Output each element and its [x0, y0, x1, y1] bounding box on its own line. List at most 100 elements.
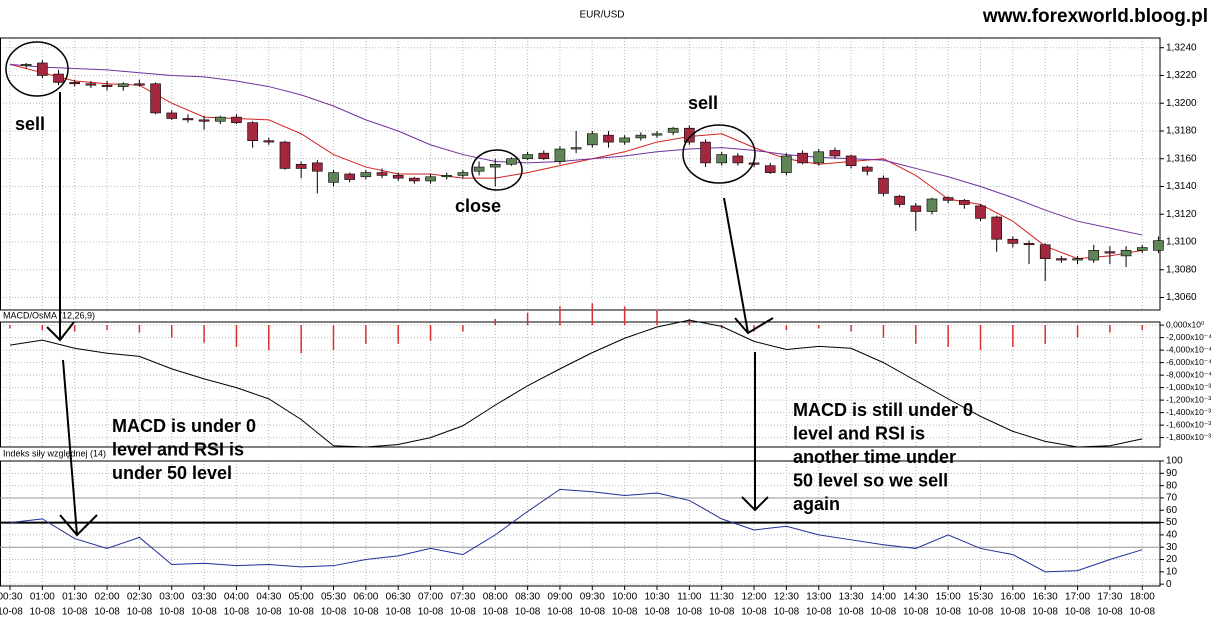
arrow — [62, 359, 78, 536]
x-tick-label: 02:30 — [127, 592, 152, 603]
x-tick-date: 10-08 — [385, 607, 411, 618]
x-tick-date: 10-08 — [709, 607, 735, 618]
x-tick-label: 05:30 — [321, 592, 346, 603]
candle-body — [732, 155, 744, 164]
annotation-text: 50 level so we sell — [793, 470, 948, 490]
y-tick-label: -1,000x10⁻³ — [1166, 382, 1211, 392]
candle-body — [878, 177, 889, 194]
x-tick-date: 10-08 — [482, 607, 508, 618]
candle-body — [861, 166, 873, 172]
y-tick-label: 20 — [1166, 554, 1178, 565]
histogram-bar — [397, 325, 399, 344]
annotation-text: another time under — [793, 447, 956, 467]
highlight-circle — [471, 149, 523, 191]
annotation-text: sell — [15, 114, 45, 134]
y-tick-label: -1,200x10⁻³ — [1166, 394, 1211, 404]
x-tick-date: 10-08 — [1000, 607, 1026, 618]
histogram-bar — [979, 325, 982, 351]
y-tick-label: 90 — [1166, 468, 1178, 479]
histogram-bar — [138, 325, 141, 333]
x-tick-label: 02:00 — [95, 592, 120, 603]
y-tick-label: -6,000x10⁻⁴ — [1166, 357, 1212, 367]
candle-body — [959, 200, 970, 205]
candle-body — [20, 64, 32, 67]
x-tick-date: 10-08 — [580, 607, 606, 618]
x-tick-label: 07:30 — [450, 592, 475, 603]
candle-body — [263, 140, 275, 143]
y-tick-label: 30 — [1166, 542, 1178, 553]
annotation-text: close — [455, 196, 501, 216]
x-tick-date: 10-08 — [774, 607, 800, 618]
y-tick-label: -1,800x10⁻³ — [1166, 432, 1211, 442]
candle-body — [1072, 258, 1083, 261]
candle-body — [85, 83, 97, 86]
candle-body — [295, 163, 307, 169]
x-tick-label: 09:30 — [580, 592, 605, 603]
x-tick-label: 10:00 — [612, 592, 637, 603]
x-tick-date: 10-08 — [418, 607, 444, 618]
x-tick-date: 10-08 — [968, 607, 994, 618]
candle-body — [1023, 243, 1035, 246]
candle-body — [182, 118, 194, 121]
annotation-text: sell — [688, 93, 718, 113]
x-tick-date: 10-08 — [806, 607, 832, 618]
candle-body — [522, 154, 533, 160]
x-tick-label: 17:30 — [1097, 592, 1122, 603]
histogram-bar — [818, 325, 820, 329]
histogram-bar — [656, 309, 658, 326]
x-tick-label: 09:00 — [547, 592, 572, 603]
x-tick-label: 14:00 — [871, 592, 896, 603]
annotation-text: again — [793, 494, 840, 514]
y-tick-label: 1,3220 — [1166, 70, 1197, 81]
x-tick-label: 06:00 — [353, 592, 378, 603]
x-tick-label: 07:00 — [418, 592, 443, 603]
candle-body — [150, 83, 161, 114]
y-tick-label: -2,000x10⁻⁴ — [1166, 332, 1212, 342]
histogram-bar — [785, 325, 788, 331]
candle-body — [667, 127, 679, 133]
histogram-bar — [332, 325, 335, 351]
histogram-bar — [235, 325, 238, 347]
candle-body — [376, 172, 388, 176]
annotation-text: level and RSI is — [793, 423, 925, 443]
x-tick-date: 10-08 — [612, 607, 638, 618]
candle-body — [344, 173, 355, 180]
candle-body — [198, 119, 210, 122]
histogram-bar — [494, 318, 496, 326]
candle-body — [845, 155, 857, 166]
y-tick-label: -1,600x10⁻³ — [1166, 419, 1211, 429]
candle-body — [1153, 240, 1164, 251]
site-url: www.forexworld.bloog.pl — [982, 6, 1208, 27]
candle-body — [457, 172, 469, 176]
x-tick-date: 10-08 — [1032, 607, 1058, 618]
y-tick-label: 10 — [1166, 566, 1178, 577]
candle-body — [441, 175, 453, 178]
x-tick-label: 18:00 — [1130, 592, 1155, 603]
candle-body — [312, 162, 323, 172]
candle-body — [797, 152, 808, 164]
x-tick-label: 10:30 — [644, 592, 669, 603]
candle-body — [69, 82, 80, 85]
x-tick-date: 10-08 — [321, 607, 347, 618]
y-tick-label: 80 — [1166, 480, 1178, 491]
y-tick-label: 1,3060 — [1166, 292, 1197, 303]
histogram-bar — [1141, 325, 1143, 331]
candle-body — [1088, 250, 1100, 261]
histogram-bar — [623, 306, 626, 326]
x-tick-date: 10-08 — [871, 607, 897, 618]
x-tick-label: 14:30 — [903, 592, 928, 603]
annotation-text: MACD is still under 0 — [793, 400, 973, 420]
candle-body — [425, 176, 436, 182]
x-tick-date: 10-08 — [1097, 607, 1123, 618]
y-tick-label: 1,3200 — [1166, 98, 1197, 109]
y-tick-label: 0 — [1166, 579, 1172, 590]
candle-body — [603, 134, 614, 143]
x-tick-date: 10-08 — [644, 607, 670, 618]
candle-body — [619, 137, 630, 143]
x-tick-label: 11:00 — [677, 592, 702, 603]
panel-frame — [0, 321, 1161, 448]
histogram-bar — [268, 325, 270, 351]
histogram-bar — [882, 325, 885, 338]
histogram-bar — [850, 325, 852, 332]
candle-body — [700, 141, 711, 164]
